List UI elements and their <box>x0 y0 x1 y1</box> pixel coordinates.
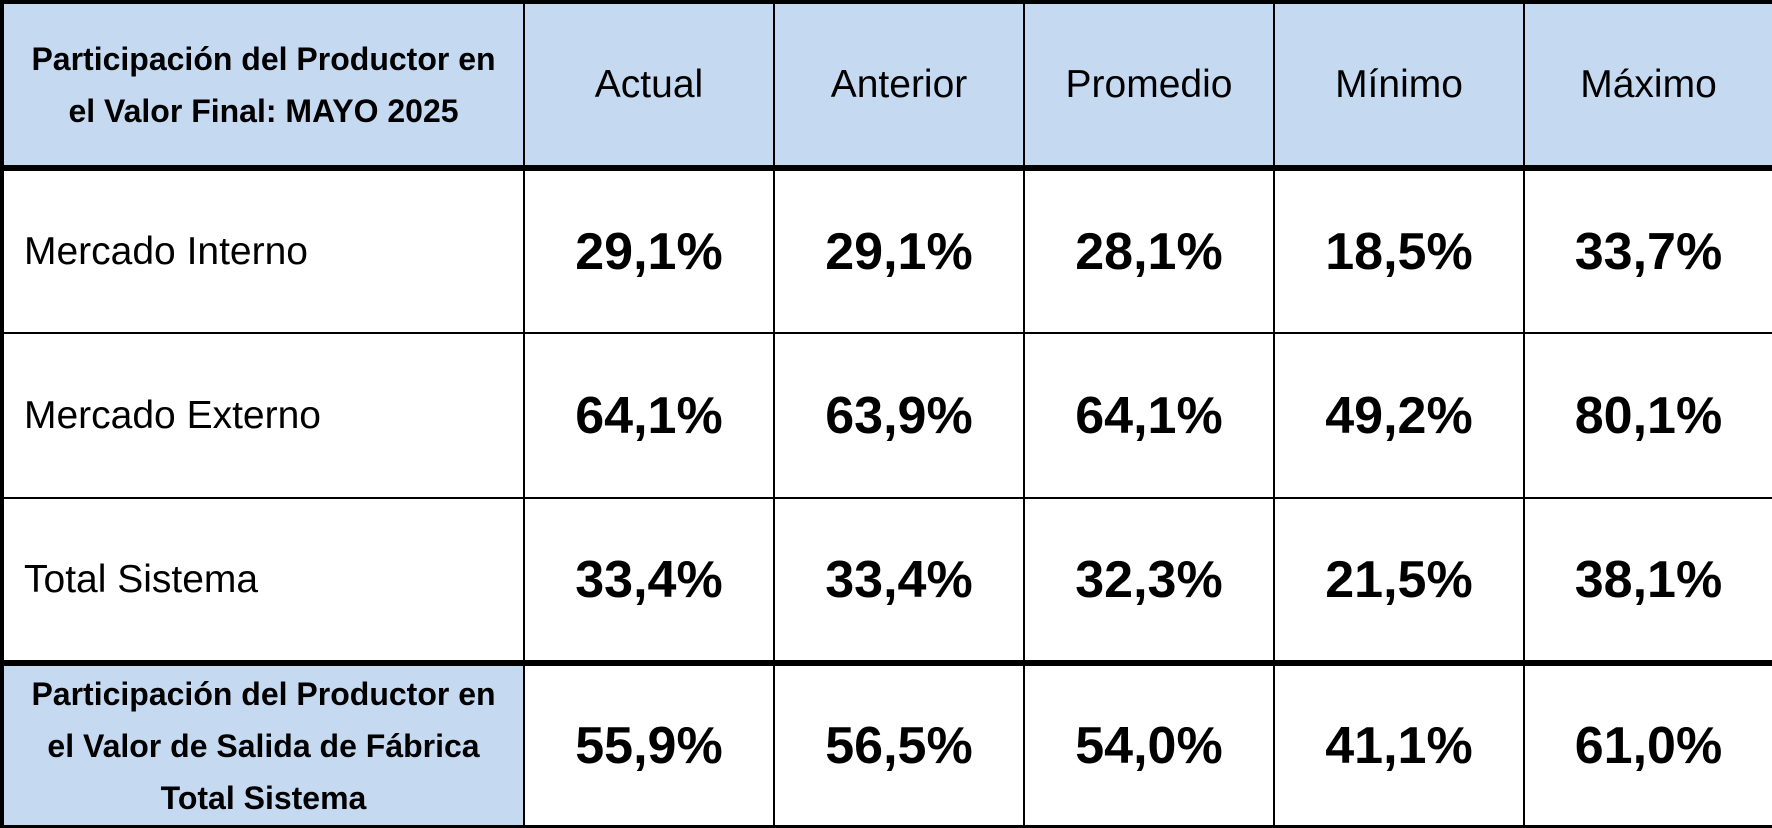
column-header: Mínimo <box>1273 1 1525 171</box>
value-cell: 32,3% <box>1023 497 1275 664</box>
value-cell: 28,1% <box>1023 167 1275 334</box>
value-cell: 33,4% <box>773 497 1025 664</box>
footer-row: Participación del Productor en el Valor … <box>1 660 1772 828</box>
column-header: Máximo <box>1523 1 1772 171</box>
value-cell: 33,7% <box>1523 167 1772 334</box>
data-row: Mercado Interno 29,1% 29,1% 28,1% 18,5% 33,7% <box>1 167 1772 334</box>
value-cell: 61,0% <box>1523 660 1772 828</box>
row-label: Mercado Interno <box>1 167 525 334</box>
column-header: Promedio <box>1023 1 1275 171</box>
header-title: Participación del Productor en el Valor … <box>1 1 525 171</box>
column-header: Actual <box>523 1 775 171</box>
value-cell: 29,1% <box>773 167 1025 334</box>
column-header: Anterior <box>773 1 1025 171</box>
footer-label: Participación del Productor en el Valor … <box>1 660 525 828</box>
value-cell: 64,1% <box>1023 332 1275 499</box>
value-cell: 64,1% <box>523 332 775 499</box>
value-cell: 18,5% <box>1273 167 1525 334</box>
value-cell: 21,5% <box>1273 497 1525 664</box>
value-cell: 54,0% <box>1023 660 1275 828</box>
value-cell: 33,4% <box>523 497 775 664</box>
data-row: Total Sistema 33,4% 33,4% 32,3% 21,5% 38,1% <box>1 497 1772 664</box>
value-cell: 38,1% <box>1523 497 1772 664</box>
value-cell: 56,5% <box>773 660 1025 828</box>
value-cell: 55,9% <box>523 660 775 828</box>
value-cell: 49,2% <box>1273 332 1525 499</box>
header-row: Participación del Productor en el Valor … <box>1 1 1772 171</box>
data-row: Mercado Externo 64,1% 63,9% 64,1% 49,2% 80,1% <box>1 332 1772 499</box>
row-label: Mercado Externo <box>1 332 525 499</box>
value-cell: 80,1% <box>1523 332 1772 499</box>
value-cell: 41,1% <box>1273 660 1525 828</box>
value-cell: 63,9% <box>773 332 1025 499</box>
value-cell: 29,1% <box>523 167 775 334</box>
row-label: Total Sistema <box>1 497 525 664</box>
